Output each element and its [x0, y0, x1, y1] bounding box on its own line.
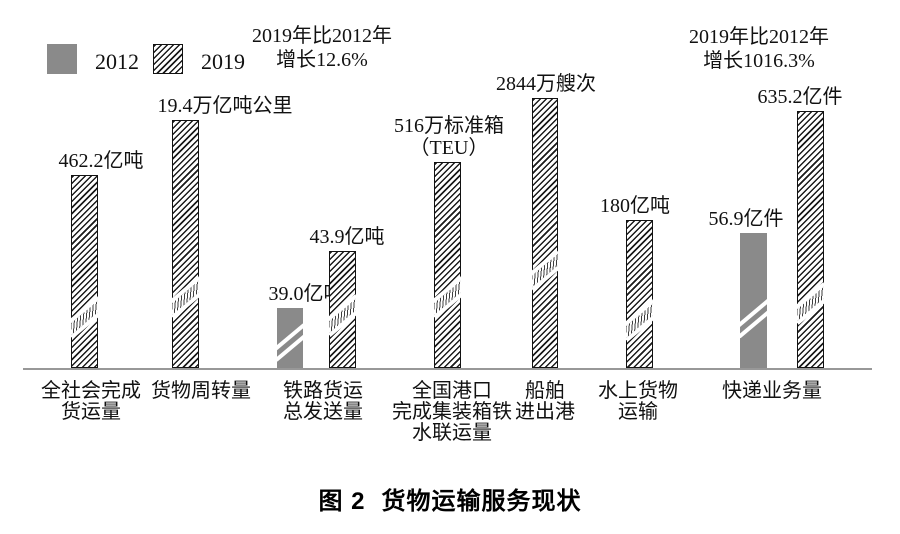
bar-value-label-line: 43.9亿吨 — [309, 226, 385, 248]
bar-value-label-line: （TEU） — [409, 137, 489, 159]
growth-annotation-rail-line1: 2019年比2012年 — [252, 25, 392, 47]
bar-value-label: 462.2亿吨 — [59, 150, 144, 172]
category-label-line: 货运量 — [61, 401, 121, 423]
bar-value-label: 635.2亿件 — [758, 86, 843, 108]
bar-2019-快递业务量 — [797, 111, 824, 368]
bar-2019-全社会完成货运量 — [71, 175, 98, 368]
category-label: 船舶 进出港 — [515, 381, 575, 423]
category-label: 货物周转量 — [151, 381, 251, 402]
bar-value-label: 19.4万亿吨公里 — [158, 95, 293, 117]
growth-annotation-express-line1: 2019年比2012年 — [689, 26, 829, 48]
category-label-line: 进出港 — [515, 401, 575, 423]
bar-2019-铁路货运总发送量 — [329, 251, 356, 368]
bar-value-label-line: 56.9亿件 — [708, 208, 784, 230]
bar-value-label: 516万标准箱 （TEU） — [394, 115, 504, 159]
category-label-line: 水上货物 — [598, 380, 678, 402]
bar-value-label-line: 39.0亿吨 — [268, 283, 344, 305]
legend-label-2012: 2012 — [95, 49, 139, 74]
x-axis-line — [23, 368, 872, 370]
category-label: 全国港口 完成集装箱铁 水联运量 — [392, 381, 512, 444]
bar-value-label-line: 180亿吨 — [600, 195, 670, 217]
category-label-line: 船舶 — [525, 380, 565, 402]
figure-title: 货物运输服务现状 — [381, 488, 582, 515]
bar-value-label-line: 462.2亿吨 — [58, 150, 144, 172]
bar-value-label: 39.0亿吨 — [269, 283, 344, 305]
category-label-line: 运输 — [618, 401, 658, 423]
category-label-line: 全国港口 — [412, 380, 492, 402]
bar-2019-水上货物运输 — [626, 220, 653, 368]
bar-fill — [71, 175, 98, 368]
bar-value-label: 2844万艘次 — [496, 73, 596, 95]
category-label: 快递业务量 — [722, 381, 822, 402]
bar-fill — [740, 233, 767, 368]
bar-2019-货物周转量 — [172, 120, 199, 368]
category-label-line: 快递业务量 — [722, 380, 822, 402]
category-label-line: 货物周转量 — [151, 380, 251, 402]
bar-fill — [626, 220, 653, 368]
growth-annotation-express: 2019年比2012年 增长1016.3% — [689, 25, 829, 73]
bar-value-label-line: 635.2亿件 — [757, 86, 843, 108]
bar-2019-全国港口完成集装箱铁水联运量 — [434, 162, 461, 368]
category-label: 水上货物 运输 — [598, 381, 678, 423]
legend: 2012 2019 — [47, 44, 259, 74]
legend-swatch-2019 — [153, 44, 183, 74]
bar-value-label-line: 2844万艘次 — [496, 73, 596, 95]
category-label: 全社会完成 货运量 — [41, 381, 141, 423]
growth-annotation-rail: 2019年比2012年 增长12.6% — [252, 24, 392, 72]
bar-fill — [434, 162, 461, 368]
bar-value-label: 43.9亿吨 — [310, 226, 385, 248]
bar-fill — [532, 98, 558, 368]
legend-swatch-2012 — [47, 44, 77, 74]
figure-caption: 图 2 货物运输服务现状 — [0, 481, 900, 516]
category-label: 铁路货运 总发送量 — [283, 381, 363, 423]
bar-2012-铁路货运总发送量 — [277, 308, 303, 368]
bar-2019-船舶进出港 — [532, 98, 558, 368]
bar-value-label: 56.9亿件 — [709, 208, 784, 230]
category-label-line: 全社会完成 — [41, 380, 141, 402]
category-label-line: 完成集装箱铁 — [392, 401, 512, 423]
bar-value-label-line: 516万标准箱 — [394, 115, 504, 137]
bar-fill — [172, 120, 199, 368]
bar-value-label-line: 19.4万亿吨公里 — [157, 95, 293, 117]
bar-fill — [797, 111, 824, 368]
bar-2012-快递业务量 — [740, 233, 767, 368]
figure-number: 图 2 — [318, 488, 366, 515]
legend-label-2019: 2019 — [201, 49, 245, 74]
category-label-line: 总发送量 — [283, 401, 363, 423]
bar-value-label: 180亿吨 — [600, 195, 670, 217]
growth-annotation-rail-line2: 增长12.6% — [276, 49, 368, 71]
category-label-line: 水联运量 — [412, 422, 492, 444]
growth-annotation-express-line2: 增长1016.3% — [703, 50, 815, 72]
category-label-line: 铁路货运 — [283, 380, 363, 402]
